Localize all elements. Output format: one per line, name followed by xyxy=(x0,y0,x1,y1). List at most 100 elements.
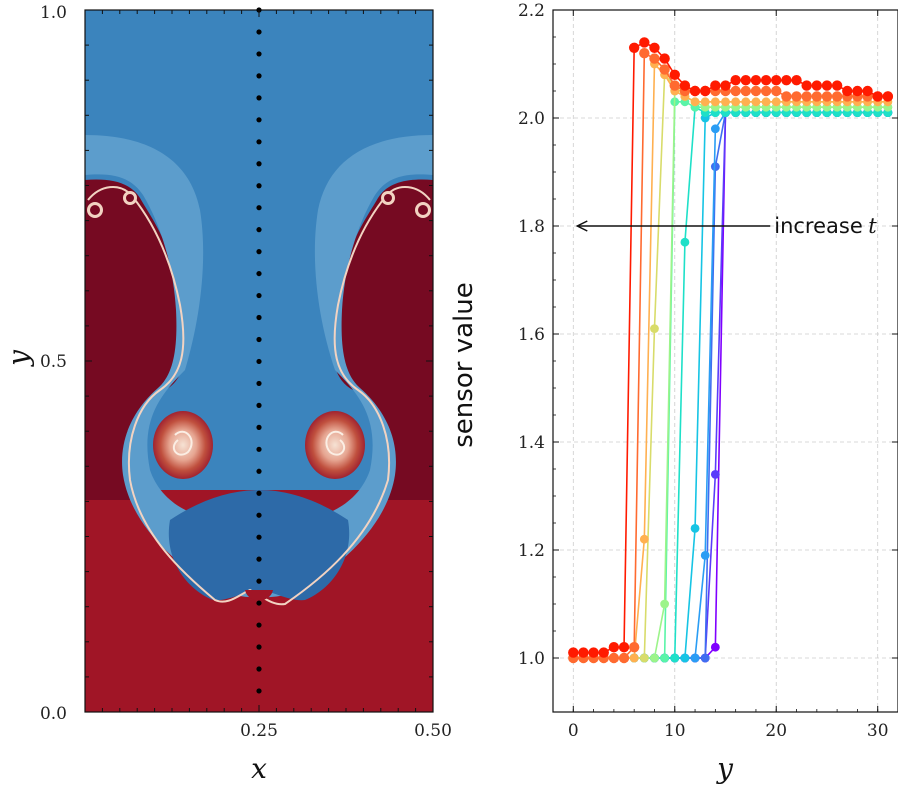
sensor-point xyxy=(256,578,262,584)
data-point xyxy=(700,551,710,560)
data-point xyxy=(811,91,823,102)
annotation-arrowhead xyxy=(575,220,588,232)
sensor-point xyxy=(256,183,262,189)
data-point xyxy=(852,85,863,97)
x-axis-label: x xyxy=(251,752,267,785)
sensor-point xyxy=(256,161,262,167)
data-point xyxy=(608,652,620,664)
data-point xyxy=(690,524,700,533)
data-point xyxy=(659,64,670,75)
light-fluid-band xyxy=(85,135,433,598)
data-point xyxy=(781,91,792,102)
series-line xyxy=(573,72,888,659)
data-point xyxy=(680,653,690,663)
data-point xyxy=(730,75,741,86)
data-point xyxy=(650,653,659,663)
sensor-point xyxy=(256,139,262,145)
data-point xyxy=(690,97,700,107)
data-point xyxy=(680,237,690,247)
sensor-point xyxy=(256,644,262,650)
sensor-point xyxy=(256,600,262,606)
series-line xyxy=(573,111,888,659)
series-line xyxy=(573,111,888,659)
data-point xyxy=(710,470,720,479)
y-axis-label: y xyxy=(2,349,35,368)
sensor-point xyxy=(256,292,262,299)
data-point xyxy=(618,652,630,664)
heavy-fluid-right xyxy=(331,179,433,501)
sensor-point xyxy=(256,249,262,255)
data-point xyxy=(821,91,833,102)
heavy-fluid-left xyxy=(85,179,187,501)
data-point xyxy=(771,97,781,107)
data-point xyxy=(882,91,894,102)
data-point xyxy=(801,80,812,91)
vortex-left-swirl xyxy=(172,430,193,456)
sensor-point xyxy=(256,622,262,628)
curl-left-core xyxy=(90,205,100,215)
x-tick-label: 20 xyxy=(765,721,787,741)
data-point xyxy=(639,653,649,663)
sensor-point xyxy=(256,380,262,387)
sensor-point xyxy=(256,358,262,365)
y-axis-label: sensor value xyxy=(449,282,479,447)
data-point xyxy=(639,534,649,544)
data-point xyxy=(791,75,802,86)
series-line xyxy=(573,41,888,654)
sensor-point xyxy=(256,468,262,474)
sensor-point xyxy=(256,314,262,321)
y-tick-label: 1.4 xyxy=(518,433,545,453)
data-point xyxy=(710,97,720,107)
series-line xyxy=(573,62,888,659)
sensor-point xyxy=(256,512,262,518)
curl-right-core xyxy=(418,205,428,215)
field-plot-ticks xyxy=(84,9,434,713)
y-tick-label: 0.0 xyxy=(40,704,67,724)
y-tick-label: 1.0 xyxy=(518,649,545,669)
series-line xyxy=(573,111,888,659)
data-point xyxy=(771,75,782,86)
sensor-chart-ticks: 1.0 1.2 1.4 1.6 1.8 2.0 2.2 0 10 20 30 xyxy=(518,1,898,741)
data-point xyxy=(710,642,720,652)
data-point xyxy=(751,97,761,107)
data-point xyxy=(801,91,812,102)
data-point xyxy=(669,80,680,91)
sensor-point xyxy=(256,205,262,211)
data-point xyxy=(650,324,659,333)
sensor-point xyxy=(256,556,262,562)
data-point xyxy=(649,53,660,64)
sensor-point xyxy=(256,424,262,430)
sensor-points xyxy=(256,7,262,694)
y-tick-label: 0.5 xyxy=(40,352,67,372)
x-tick-label: 10 xyxy=(664,721,686,741)
sensor-point xyxy=(256,402,262,408)
data-point xyxy=(700,653,710,663)
field-plot: 1.0 0.5 0.0 0.25 0.50 x y xyxy=(2,3,452,785)
data-point xyxy=(741,97,751,107)
data-point xyxy=(670,653,680,663)
y-tick-label: 1.2 xyxy=(518,541,545,561)
data-point xyxy=(669,69,680,81)
x-axis-label: y xyxy=(715,752,734,785)
data-point xyxy=(690,653,700,663)
sensor-point xyxy=(256,117,262,123)
series-line xyxy=(573,111,888,659)
data-point xyxy=(689,85,701,97)
data-point xyxy=(649,42,660,53)
x-tick-label: 30 xyxy=(867,721,889,741)
data-point xyxy=(831,80,843,91)
annotation-variable: t xyxy=(868,214,877,238)
data-point xyxy=(750,85,762,97)
data-point xyxy=(629,653,639,663)
curl-left-2-core xyxy=(126,194,134,202)
series-line xyxy=(573,89,888,659)
stem-tongue xyxy=(245,590,273,601)
sensor-point xyxy=(256,29,262,35)
data-point xyxy=(821,80,833,91)
series-line xyxy=(573,111,888,659)
data-point xyxy=(628,42,640,53)
data-point xyxy=(639,37,650,48)
data-point xyxy=(761,97,771,107)
data-point xyxy=(710,80,721,91)
